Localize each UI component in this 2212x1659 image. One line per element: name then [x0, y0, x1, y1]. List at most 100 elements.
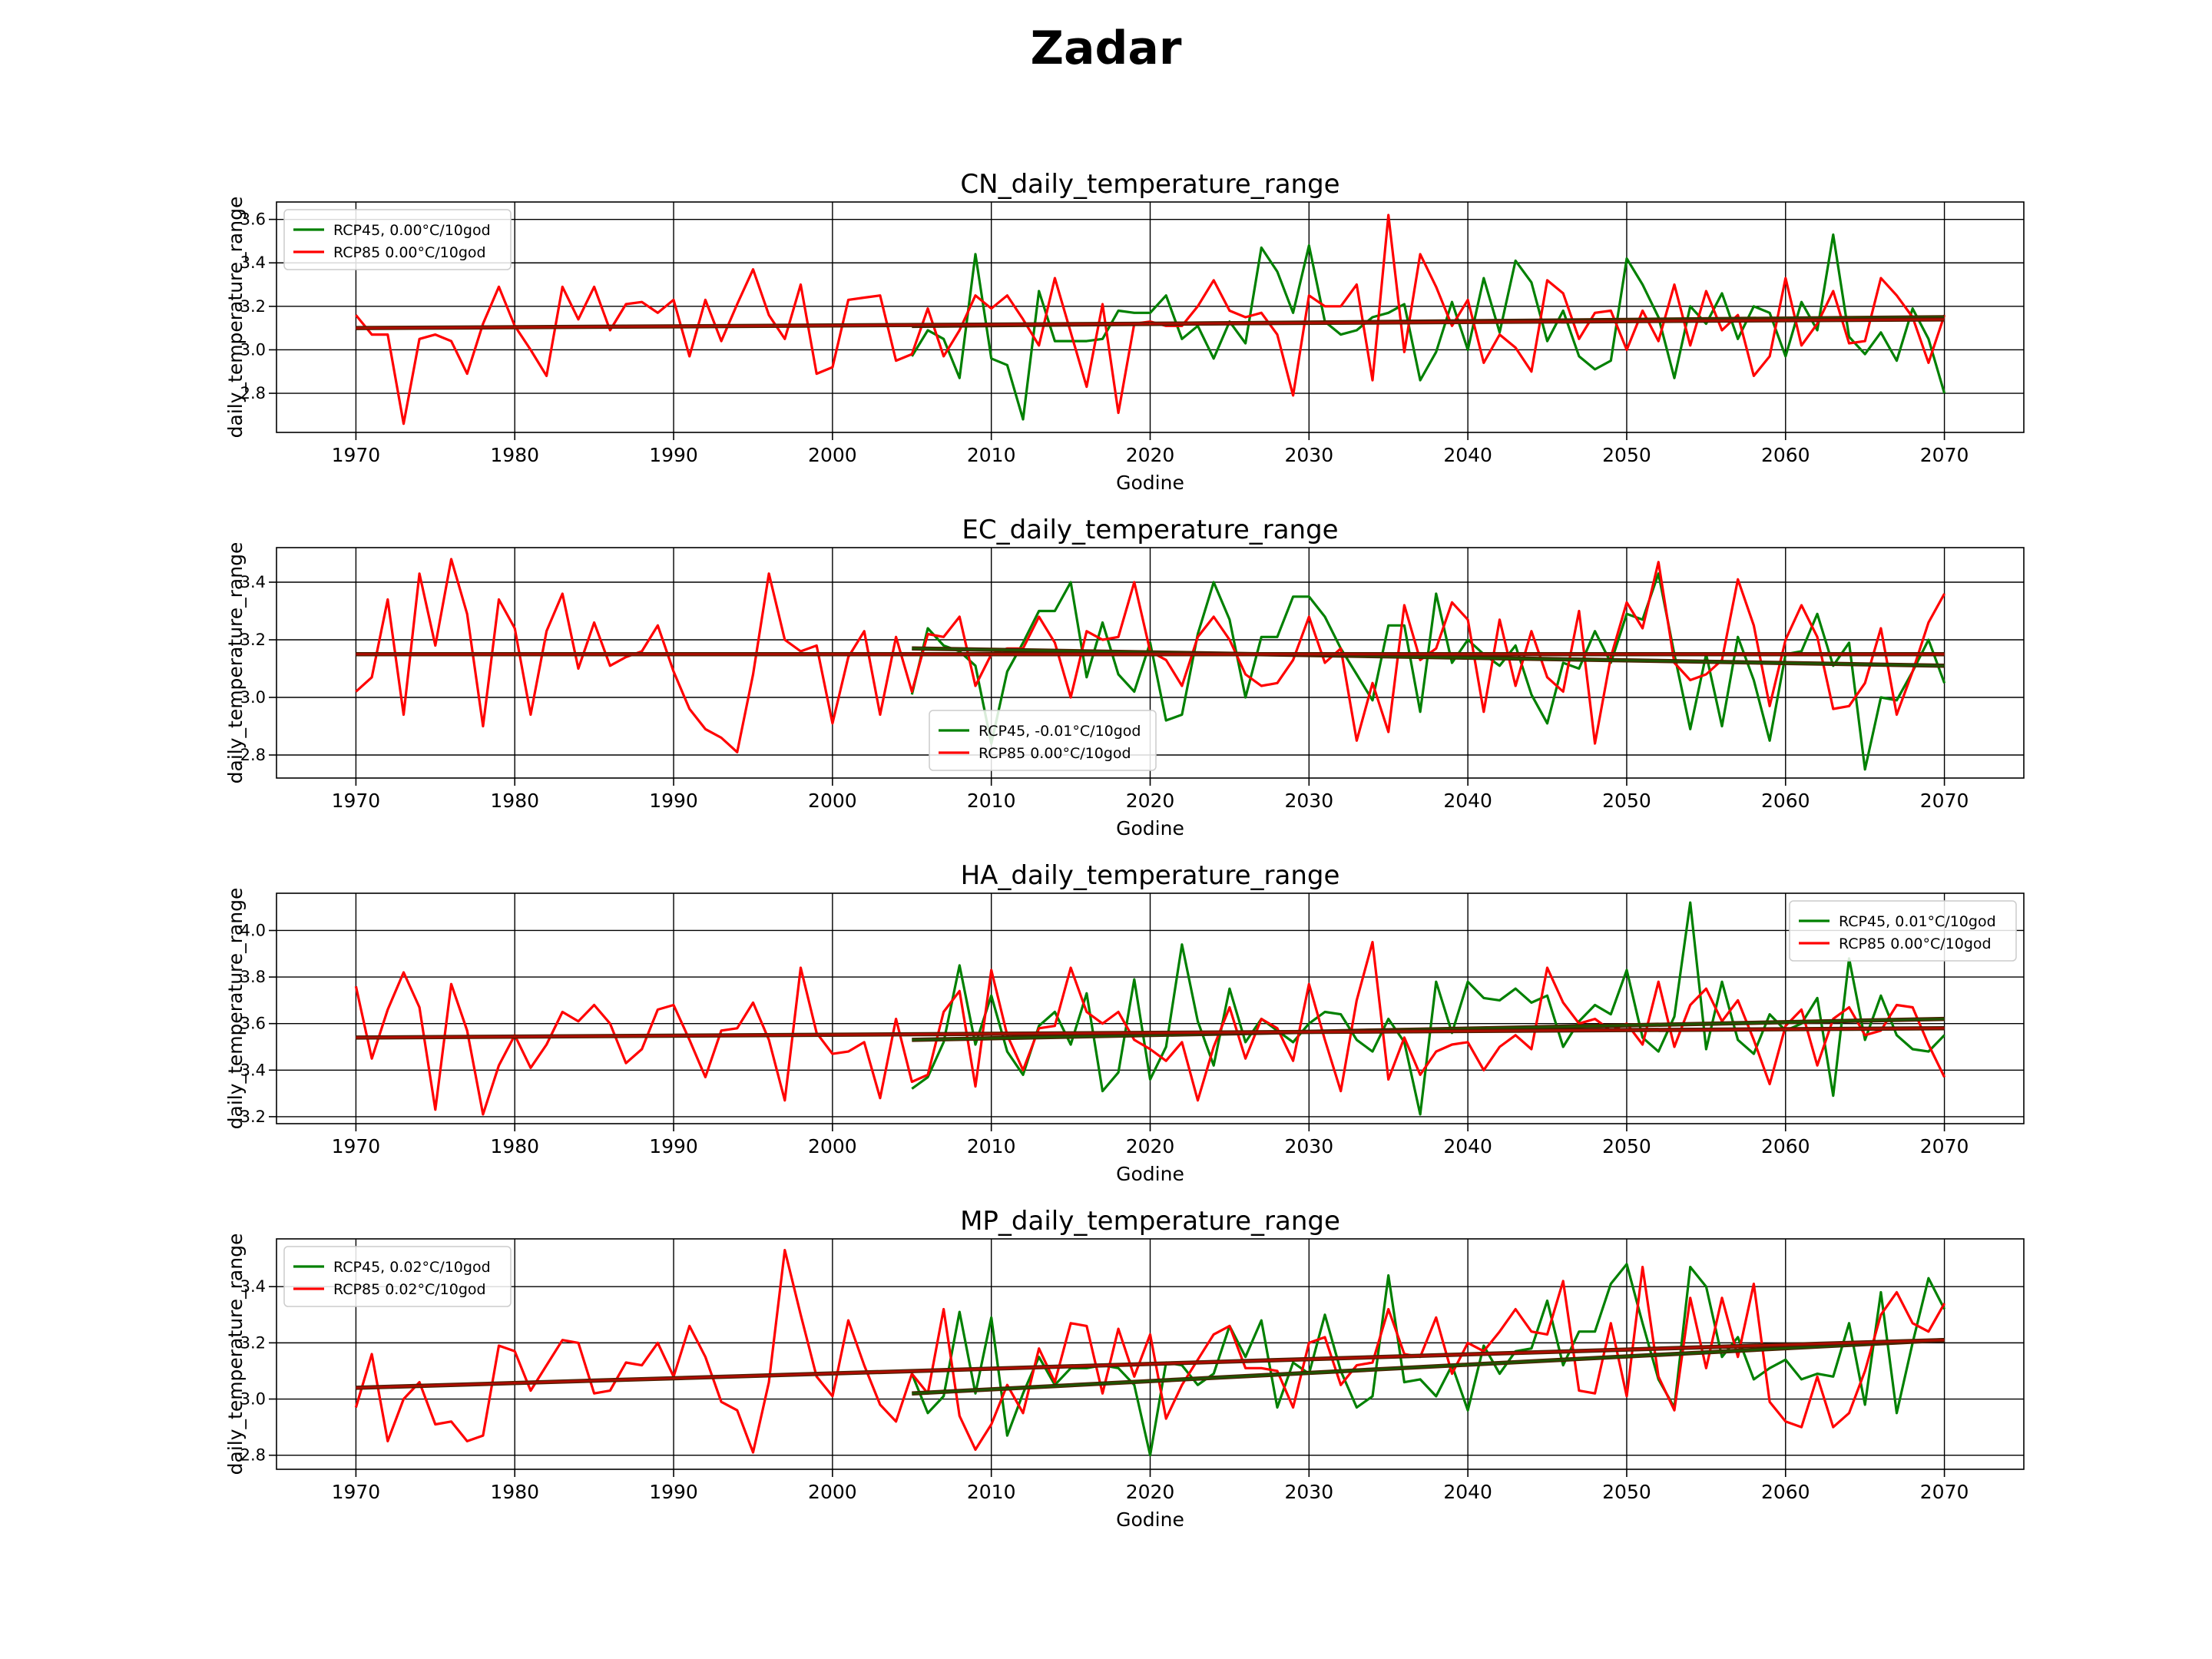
y-tick-label: 3.2	[240, 631, 266, 649]
x-tick-label: 2070	[1920, 1481, 1969, 1503]
x-tick-label: 2010	[967, 790, 1016, 812]
trend-line-rcp85	[356, 318, 1945, 329]
x-tick-label: 1990	[649, 444, 698, 466]
y-tick-label: 3.6	[240, 1015, 266, 1033]
legend-entry: RCP85 0.00°C/10god	[979, 745, 1131, 762]
y-axis-label: daily_temperature_range	[224, 1233, 247, 1475]
y-tick-label: 3.0	[240, 340, 266, 359]
legend-box	[283, 209, 512, 270]
y-tick-label: 2.8	[240, 384, 266, 402]
y-tick-label: 3.4	[240, 573, 266, 591]
x-tick-label: 2020	[1126, 790, 1175, 812]
chart-panel-cn: 1970 1980 1990 2000 2010 2020 2030 2040 2050 2060…	[224, 169, 2025, 494]
x-tick-label: 2050	[1602, 1481, 1651, 1503]
x-tick-label: 1970	[332, 1481, 381, 1503]
x-tick-label: 1990	[649, 790, 698, 812]
series-line-rcp85	[354, 1248, 1945, 1454]
y-tick-label: 3.2	[240, 1108, 266, 1126]
x-tick-label: 1980	[490, 790, 539, 812]
chart-panel-ha: 1970 1980 1990 2000 2010 2020 2030 2040 2050 2060…	[224, 860, 2025, 1185]
y-tick-label: 3.4	[240, 253, 266, 272]
x-tick-label: 2070	[1920, 444, 1969, 466]
chart-title: HA_daily_temperature_range	[961, 860, 1340, 891]
y-tick-label: 3.8	[240, 968, 266, 986]
x-tick-label: 2040	[1443, 790, 1492, 812]
legend-entry: RCP85 0.02°C/10god	[333, 1281, 486, 1298]
x-tick-label: 2010	[967, 1481, 1016, 1503]
x-tick-label: 2050	[1602, 790, 1651, 812]
legend: RCP45, -0.01°C/10god RCP85 0.00°C/10god	[929, 710, 1157, 771]
legend-box	[1789, 900, 2017, 962]
x-tick-label: 2050	[1602, 1135, 1651, 1157]
x-tick-label: 2060	[1761, 1135, 1810, 1157]
legend: RCP45, 0.00°C/10god RCP85 0.00°C/10god	[283, 209, 512, 270]
chart-title: EC_daily_temperature_range	[962, 515, 1338, 545]
x-tick-label: 2040	[1443, 1135, 1492, 1157]
trend-line-rcp85	[356, 1027, 1945, 1039]
x-tick-label: 2030	[1285, 1481, 1334, 1503]
y-tick-label: 2.8	[240, 1446, 266, 1465]
x-tick-label: 2010	[967, 1135, 1016, 1157]
x-tick-label: 1990	[649, 1481, 698, 1503]
x-axis-label: Godine	[1116, 1508, 1184, 1531]
legend-entry: RCP45, -0.01°C/10god	[979, 723, 1141, 740]
x-tick-label: 2020	[1126, 444, 1175, 466]
x-tick-label: 2040	[1443, 1481, 1492, 1503]
y-axis-label: daily_temperature_range	[224, 888, 247, 1130]
x-tick-label: 2070	[1920, 790, 1969, 812]
trend-line-rcp85	[356, 1339, 1945, 1389]
x-tick-label: 2030	[1285, 1135, 1334, 1157]
x-tick-label: 1970	[332, 1135, 381, 1157]
legend-entry: RCP45, 0.02°C/10god	[333, 1259, 491, 1276]
y-tick-label: 3.0	[240, 688, 266, 707]
y-axis-label: daily_temperature_range	[224, 542, 247, 784]
x-tick-label: 1970	[332, 790, 381, 812]
legend-entry: RCP85 0.00°C/10god	[1839, 935, 1992, 952]
y-tick-label: 3.2	[240, 1333, 266, 1352]
series-line-rcp85	[355, 214, 1946, 426]
legend-entry: RCP45, 0.01°C/10god	[1839, 913, 1996, 930]
y-tick-label: 3.4	[240, 1061, 266, 1079]
x-tick-label: 2000	[808, 1481, 857, 1503]
chart-title: MP_daily_temperature_range	[960, 1206, 1340, 1237]
series-line-rcp45	[910, 1263, 1946, 1457]
legend-entry: RCP45, 0.00°C/10god	[333, 222, 491, 239]
trend-line-rcp45	[912, 647, 1945, 667]
trend-line-rcp45	[912, 1339, 1945, 1395]
y-tick-label: 3.0	[240, 1390, 266, 1409]
y-tick-label: 2.8	[240, 746, 266, 764]
x-axis-label: Godine	[1116, 1163, 1184, 1185]
chart-panel-mp: 1970 1980 1990 2000 2010 2020 2030 2040 2050 2060…	[224, 1206, 2025, 1531]
series-line-rcp85	[354, 940, 1946, 1116]
y-tick-label: 3.2	[240, 297, 266, 316]
x-tick-label: 2000	[808, 444, 857, 466]
x-tick-label: 1990	[649, 1135, 698, 1157]
y-axis-label: daily_temperature_range	[224, 197, 247, 439]
figure-title: Zadar	[1030, 22, 1182, 75]
x-tick-label: 2020	[1126, 1481, 1175, 1503]
x-tick-label: 2030	[1285, 444, 1334, 466]
chart-panel-ec: 1970 1980 1990 2000 2010 2020 2030 2040 2050 2060…	[224, 515, 2025, 839]
x-axis-label: Godine	[1116, 472, 1184, 494]
x-axis-label: Godine	[1116, 817, 1184, 839]
legend: RCP45, 0.02°C/10god RCP85 0.02°C/10god	[283, 1246, 512, 1307]
chart-title: CN_daily_temperature_range	[960, 169, 1339, 200]
x-tick-label: 2060	[1761, 1481, 1810, 1503]
x-tick-label: 2030	[1285, 790, 1334, 812]
x-tick-label: 1980	[490, 1481, 539, 1503]
x-tick-label: 2050	[1602, 444, 1651, 466]
x-tick-label: 2060	[1761, 444, 1810, 466]
y-tick-label: 3.4	[240, 1277, 266, 1296]
x-tick-label: 2040	[1443, 444, 1492, 466]
y-tick-label: 3.6	[240, 210, 266, 229]
x-tick-label: 1970	[332, 444, 381, 466]
x-tick-label: 1980	[490, 1135, 539, 1157]
x-tick-label: 2000	[808, 1135, 857, 1157]
x-tick-label: 2020	[1126, 1135, 1175, 1157]
x-tick-label: 1980	[490, 444, 539, 466]
x-tick-label: 2010	[967, 444, 1016, 466]
legend-box	[283, 1246, 512, 1307]
x-tick-label: 2070	[1920, 1135, 1969, 1157]
legend-entry: RCP85 0.00°C/10god	[333, 244, 486, 261]
